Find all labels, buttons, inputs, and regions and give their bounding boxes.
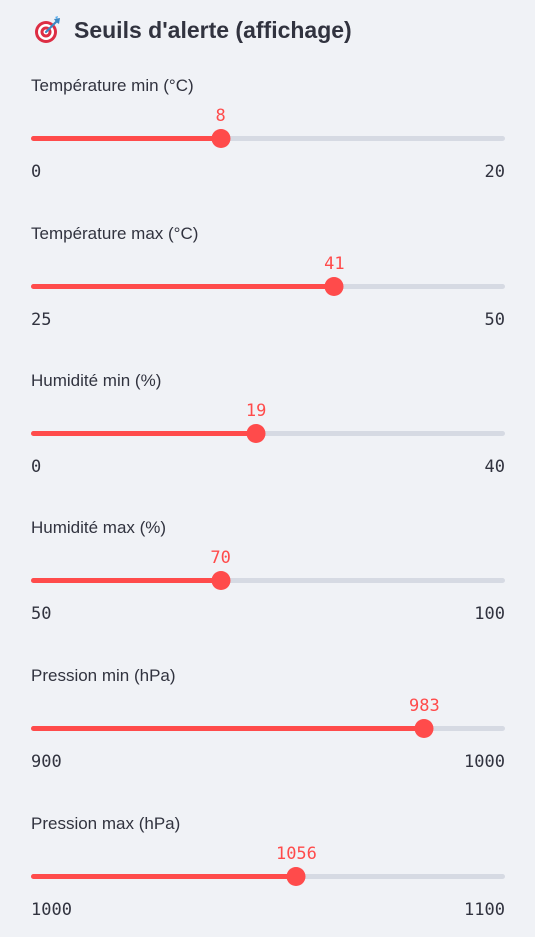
slider-thumb[interactable]: [211, 571, 231, 590]
slider-max-label: 1000: [464, 752, 505, 772]
slider-max-label: 1100: [464, 900, 505, 920]
slider-min-label: 1000: [31, 900, 72, 920]
slider-fill: [31, 578, 221, 583]
slider-fill: [31, 136, 221, 141]
slider-min-label: 900: [31, 752, 62, 772]
slider-track[interactable]: [31, 578, 505, 583]
slider-temperature-min: Température min (°C) 8 0 20: [31, 76, 505, 216]
slider-label: Pression max (hPa): [31, 814, 181, 833]
slider-label: Température min (°C): [31, 76, 194, 95]
slider-thumb[interactable]: [414, 719, 434, 738]
slider-max-label: 40: [484, 457, 505, 477]
slider-humidity-max: Humidité max (%) 70 50 100: [31, 518, 505, 658]
slider-max-label: 20: [484, 162, 505, 182]
slider-min-label: 25: [31, 310, 52, 330]
slider-max-label: 50: [484, 310, 505, 330]
slider-current-value: 41: [324, 254, 345, 274]
slider-current-value: 19: [245, 401, 267, 421]
slider-current-value: 8: [215, 106, 226, 126]
slider-max-label: 100: [474, 604, 505, 624]
slider-min-label: 50: [31, 604, 52, 624]
slider-fill: [31, 874, 297, 879]
slider-min-label: 0: [31, 457, 42, 477]
slider-humidity-min: Humidité min (%) 19 0 40: [31, 371, 505, 511]
slider-thumb[interactable]: [286, 867, 306, 886]
slider-thumb[interactable]: [211, 129, 231, 148]
slider-pressure-min: Pression min (hPa) 983 900 1000: [31, 666, 505, 806]
slider-fill: [31, 726, 425, 731]
slider-label: Humidité min (%): [31, 371, 162, 390]
slider-thumb[interactable]: [246, 424, 266, 443]
slider-fill: [31, 284, 335, 289]
slider-current-value: 983: [409, 696, 440, 716]
page-title: Seuils d'alerte (affichage): [74, 16, 352, 43]
slider-thumb[interactable]: [324, 277, 344, 296]
slider-min-label: 0: [31, 162, 42, 182]
section-header: Seuils d'alerte (affichage): [34, 12, 352, 48]
slider-label: Humidité max (%): [31, 518, 167, 537]
slider-track[interactable]: [31, 431, 505, 436]
slider-label: Pression min (hPa): [31, 666, 176, 685]
slider-track[interactable]: [31, 136, 505, 141]
slider-temperature-max: Température max (°C) 41 25 50: [31, 224, 505, 364]
slider-label: Température max (°C): [31, 224, 199, 243]
target-dart-icon: [34, 16, 62, 44]
slider-pressure-max: Pression max (hPa) 1056 1000 1100: [31, 814, 505, 937]
slider-current-value: 1056: [275, 844, 317, 864]
slider-current-value: 70: [210, 548, 231, 568]
slider-fill: [31, 431, 257, 436]
